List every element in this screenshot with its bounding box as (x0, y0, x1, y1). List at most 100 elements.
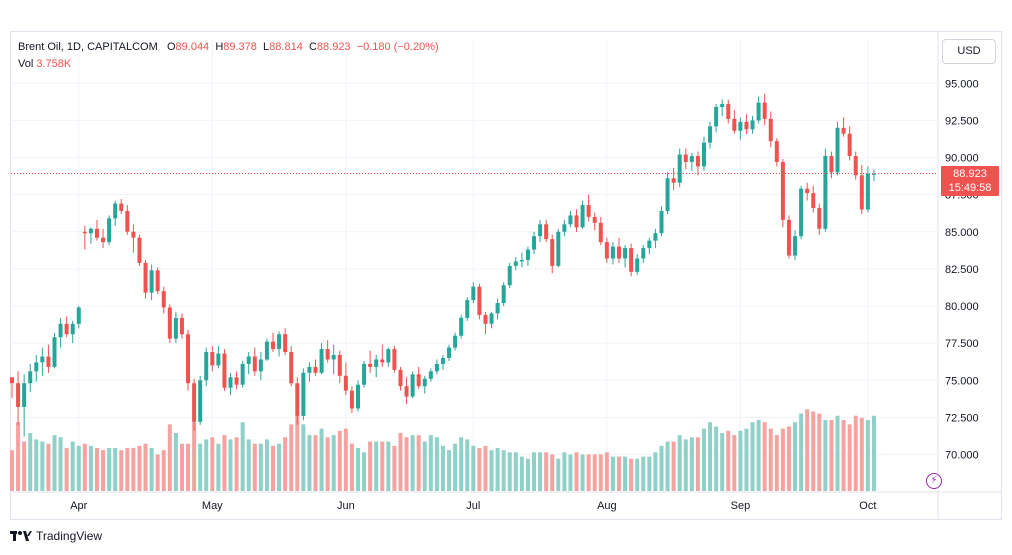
flash-icon[interactable]: ⚡ (926, 473, 942, 489)
candle-body (252, 356, 257, 372)
candle-body (234, 377, 239, 385)
candle-body (708, 126, 713, 143)
volume-bar (107, 448, 112, 491)
volume-bar (119, 450, 124, 491)
volume-legend: Vol 3.758K (18, 58, 71, 70)
volume-bar (204, 439, 209, 491)
tradingview-logo[interactable]: TradingView (10, 529, 102, 543)
candle-body (604, 242, 609, 259)
volume-bar (143, 443, 148, 491)
y-tick-label: 80.000 (945, 301, 979, 313)
candle-body (64, 323, 69, 335)
volume-bar (386, 441, 391, 491)
volume-bar (52, 435, 57, 491)
candle-body (283, 334, 288, 353)
candle-body (52, 337, 57, 367)
candle-body (501, 285, 506, 304)
candle-body (823, 156, 828, 229)
volume-bar (744, 428, 749, 491)
candle-body (428, 371, 433, 379)
volume-bar (768, 428, 773, 491)
volume-bar (653, 452, 658, 491)
volume-bar (519, 456, 524, 491)
candle-body (525, 249, 530, 260)
volume-bar (562, 452, 567, 491)
candle-body (161, 291, 166, 308)
candle-body (623, 248, 628, 259)
volume-bar (10, 450, 14, 491)
candle-body (447, 347, 452, 358)
volume-bar (70, 441, 75, 491)
candle-body (137, 237, 142, 263)
candle-body (307, 366, 312, 373)
candle-body (871, 173, 876, 175)
volume-bar (695, 437, 700, 491)
volume-bar (307, 435, 312, 491)
x-tick-label: Jul (466, 500, 480, 512)
volume-bar (489, 450, 494, 491)
candle-body (258, 359, 263, 372)
volume-bar (137, 445, 142, 491)
volume-bar (635, 458, 640, 491)
volume-bar (799, 413, 804, 491)
y-tick-label: 90.000 (945, 153, 979, 165)
volume-bar (811, 411, 816, 491)
volume-bar (149, 448, 154, 491)
volume-label: Vol (18, 58, 34, 70)
volume-bar (355, 448, 360, 491)
volume-bar (592, 454, 597, 491)
volume-bar (252, 443, 257, 491)
candle-body (70, 323, 75, 335)
candle-body (107, 218, 112, 243)
candle-body (119, 203, 124, 211)
candle-body (598, 222, 603, 243)
candle-body (805, 188, 810, 194)
volume-bar (40, 441, 45, 491)
candle-body (58, 323, 63, 338)
volume-bar (756, 420, 761, 491)
volume-bar (125, 448, 130, 491)
volume-bar (283, 437, 288, 491)
candle-body (774, 141, 779, 162)
volume-bar (167, 424, 172, 491)
candle-body (756, 102, 761, 121)
candle-body (519, 259, 524, 262)
volume-bar (568, 454, 573, 491)
candle-body (264, 341, 269, 360)
candle-body (343, 375, 348, 391)
volume-bar (337, 430, 342, 491)
volume-bar (210, 437, 215, 491)
volume-bar (101, 450, 106, 491)
candle-body (507, 265, 512, 286)
candle-body (714, 107, 719, 127)
y-tick-label: 85.000 (945, 227, 979, 239)
candle-body (368, 363, 373, 367)
candle-body (149, 270, 154, 293)
candle-body (489, 313, 494, 324)
candle-body (817, 207, 822, 229)
candle-body (853, 156, 858, 176)
volume-bar (113, 448, 118, 491)
candle-body (544, 224, 549, 240)
candle-body (465, 300, 470, 318)
candle-body (647, 240, 652, 249)
volume-bar (671, 441, 676, 491)
legend-low-label: L (263, 41, 270, 53)
volume-bar (459, 437, 464, 491)
volume-bar (240, 422, 245, 491)
volume-bar (28, 432, 33, 491)
volume-bar (222, 435, 227, 491)
volume-bar (216, 443, 221, 491)
volume-bar (823, 420, 828, 491)
candle-body (46, 356, 51, 367)
candle-body (434, 363, 439, 372)
candle-body (689, 156, 694, 162)
volume-bar (793, 422, 798, 491)
currency-button[interactable]: USD (942, 39, 996, 64)
candle-body (835, 127, 840, 173)
candle-body (538, 224, 543, 237)
volume-value: 3.758K (36, 58, 72, 70)
volume-bar (192, 422, 197, 491)
volume-bar (617, 456, 621, 491)
